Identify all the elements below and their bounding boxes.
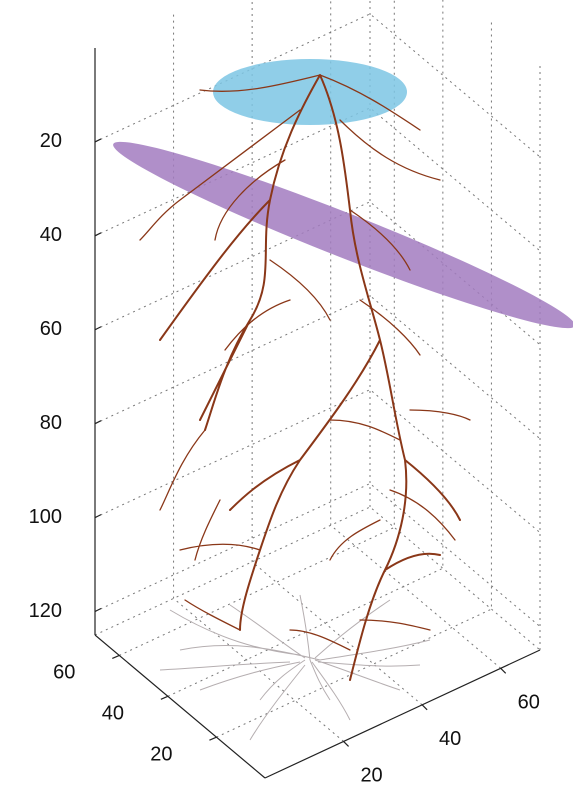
grid-line	[94, 482, 541, 627]
y-tick	[160, 695, 169, 700]
z-tick	[94, 607, 102, 613]
tilted-ellipse	[113, 141, 573, 329]
x-tick	[343, 741, 349, 747]
grid-line	[251, 0, 423, 706]
y-tick	[209, 736, 217, 741]
grid-line	[94, 107, 541, 252]
y-axis	[94, 634, 266, 779]
x-tick-label: 40	[439, 728, 461, 750]
grid-line	[216, 22, 492, 738]
z-tick-label: 40	[40, 224, 62, 246]
x-tick-label: 60	[518, 692, 540, 714]
y-tick-label: 60	[53, 662, 75, 684]
z-tick-label: 20	[40, 130, 62, 152]
z-tick	[94, 232, 102, 237]
x-tick-label: 20	[360, 765, 382, 787]
z-tick-label: 60	[40, 318, 62, 340]
grid-line	[94, 389, 541, 533]
wall-edge	[94, 506, 541, 651]
floor-projection	[159, 594, 431, 741]
y-tick-label: 20	[150, 743, 172, 765]
grid-line	[173, 11, 344, 742]
y-tick	[112, 654, 120, 659]
y-tick-label: 40	[102, 703, 124, 725]
root-system	[139, 74, 471, 681]
grid-line	[94, 13, 541, 158]
axes-layer: 20 40 60 80 100 120 20 40 60 20 40 60	[29, 48, 541, 787]
x-tick	[421, 704, 428, 711]
x-tick	[500, 667, 507, 674]
grid-line	[94, 295, 541, 440]
z-tick	[94, 514, 102, 519]
z-tick-label: 80	[40, 412, 62, 434]
z-tick	[94, 138, 102, 143]
x-axis	[264, 649, 541, 779]
z-tick	[94, 420, 102, 425]
z-tick	[94, 326, 102, 331]
z-tick-label: 100	[29, 506, 62, 528]
z-tick-label: 120	[29, 600, 62, 622]
